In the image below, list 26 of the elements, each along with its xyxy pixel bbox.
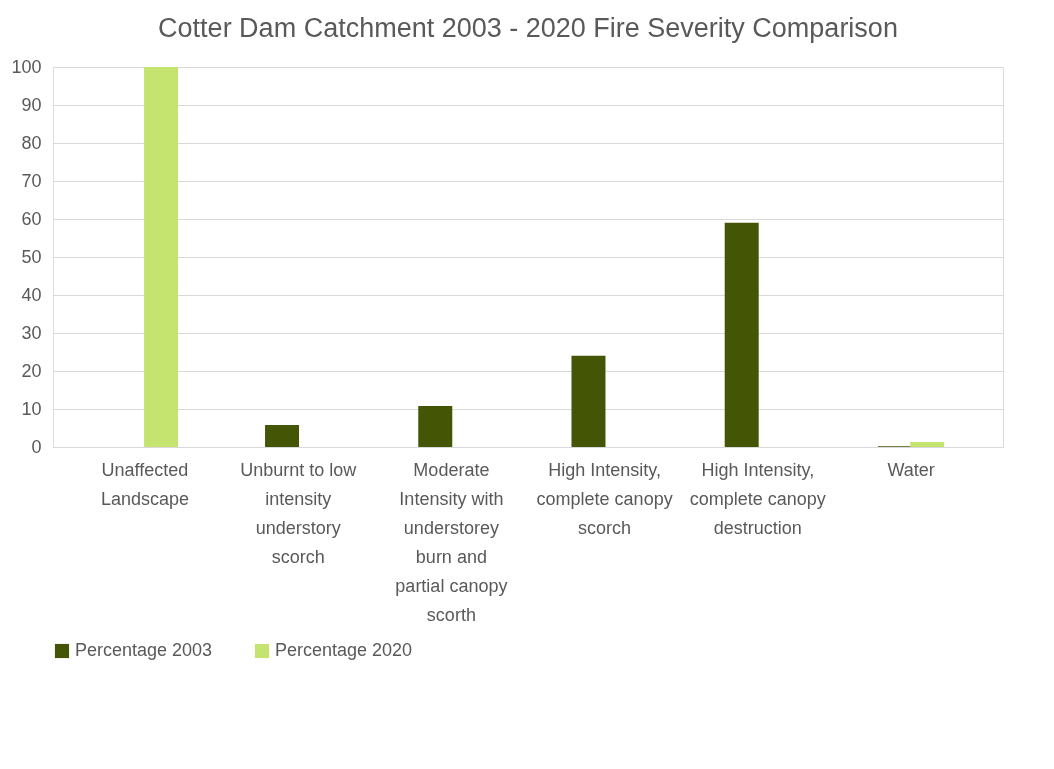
x-tick-label: Unaffected Landscape	[100, 459, 189, 509]
legend-label: Percentage 2020	[275, 640, 413, 660]
x-tick-label: Unburnt to low intensity understory scorch	[240, 459, 358, 567]
y-tick-label: 70	[21, 170, 42, 191]
x-tick-label: Moderate Intensity with understorey burn and partial canopy scorth	[395, 459, 508, 625]
y-tick-label: 80	[21, 132, 42, 153]
x-tick-label: Water	[887, 459, 935, 480]
y-tick-label: 90	[21, 94, 42, 115]
y-tick-label: 100	[11, 56, 42, 77]
bar	[724, 222, 759, 447]
chart-title: Cotter Dam Catchment 2003 - 2020 Fire Severity Comparison	[158, 13, 898, 43]
bar	[571, 355, 606, 447]
y-tick-label: 30	[21, 322, 42, 343]
legend-label: Percentage 2003	[75, 640, 213, 660]
y-tick-label: 20	[21, 360, 42, 381]
y-tick-label: 60	[21, 208, 42, 229]
bar	[418, 405, 453, 447]
x-tick-label: High Intensity, complete canopy scorch	[536, 459, 673, 538]
bar	[265, 424, 300, 447]
y-tick-label: 0	[31, 436, 42, 457]
y-tick-label: 40	[21, 284, 42, 305]
y-tick-label: 50	[21, 246, 42, 267]
bar	[144, 67, 179, 447]
y-tick-label: 10	[21, 398, 42, 419]
x-tick-label: High Intensity, complete canopy destruction	[689, 459, 826, 538]
bar	[910, 442, 945, 447]
